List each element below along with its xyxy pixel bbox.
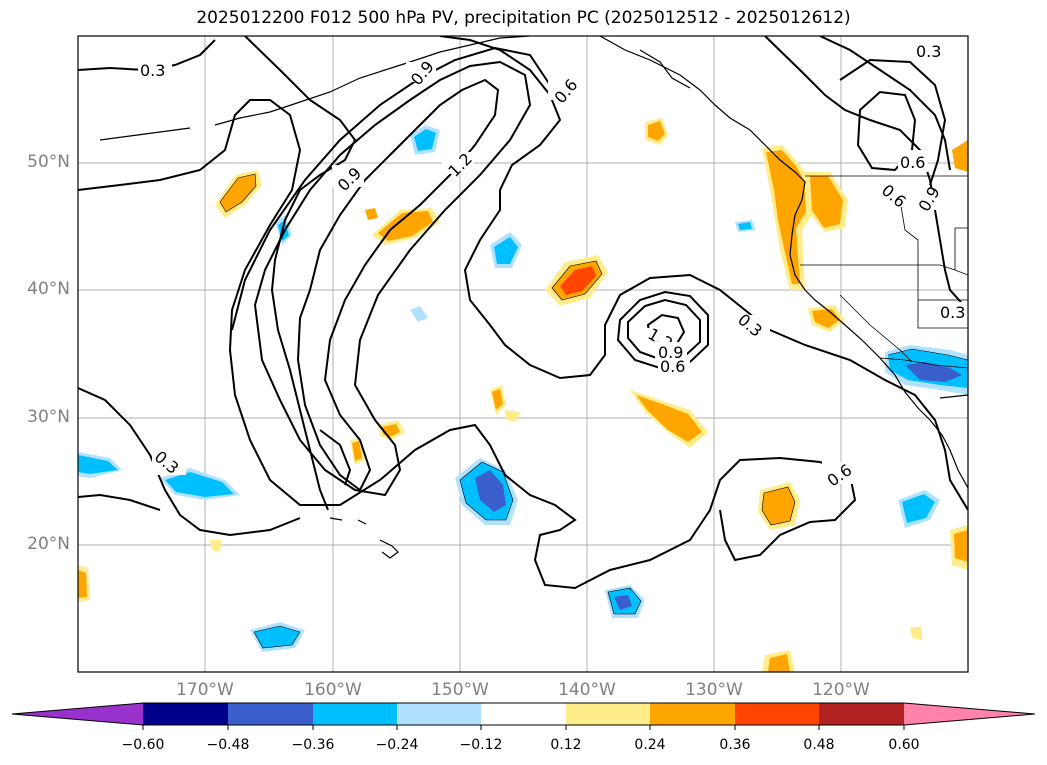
precip-positive-patches: [78, 118, 968, 672]
contour-label: 0.3: [916, 42, 941, 61]
colorbar-bin: [566, 703, 650, 725]
lat-label: 20°N: [27, 534, 70, 554]
lat-label: 50°N: [27, 152, 70, 172]
contour-label: 0.3: [140, 61, 165, 80]
colorbar-tick-label: 0.12: [550, 737, 582, 753]
contour-label: 0.9: [658, 343, 683, 362]
precip-outlines: [219, 173, 968, 649]
borders: [800, 175, 968, 369]
colorbar-bin: [481, 703, 566, 725]
colorbar-bin: [735, 703, 819, 725]
lon-label: 120°W: [812, 680, 870, 700]
lon-label: 140°W: [558, 680, 616, 700]
lon-label: 130°W: [685, 680, 743, 700]
plot-frame: [77, 35, 969, 673]
colorbar-extend-low: [12, 703, 143, 725]
colorbar-tick-label: 0.48: [803, 737, 835, 753]
colorbar: [11, 702, 1036, 730]
contour-label: 0.3: [940, 303, 965, 322]
colorbar-bin: [228, 703, 313, 725]
colorbar-bin: [143, 703, 228, 725]
colorbar-tick-label: −0.60: [121, 737, 165, 753]
colorbar-bin: [650, 703, 735, 725]
colorbar-tick-label: −0.24: [375, 737, 419, 753]
colorbar-tick-label: −0.48: [206, 737, 250, 753]
lat-label: 40°N: [27, 279, 70, 299]
colorbar-tick-label: −0.36: [291, 737, 335, 753]
colorbar-tick-label: 0.24: [634, 737, 666, 753]
lon-label: 170°W: [176, 680, 234, 700]
colorbar-bin: [313, 703, 397, 725]
contour-label: 0.6: [660, 357, 685, 376]
colorbar-tick-label: 0.60: [888, 737, 920, 753]
lon-label: 150°W: [431, 680, 489, 700]
lon-label: 160°W: [304, 680, 362, 700]
map-title: 2025012200 F012 500 hPa PV, precipitatio…: [196, 8, 851, 28]
colorbar-bin: [819, 703, 904, 725]
colorbar-bin: [397, 703, 481, 725]
colorbar-tick-label: −0.12: [459, 737, 503, 753]
coastlines: [99, 36, 968, 559]
lat-label: 30°N: [27, 407, 70, 427]
contour-label: 0.6: [900, 153, 925, 172]
colorbar-extend-high: [904, 703, 1035, 725]
colorbar-tick-label: 0.36: [719, 737, 751, 753]
gridlines: [78, 36, 968, 672]
